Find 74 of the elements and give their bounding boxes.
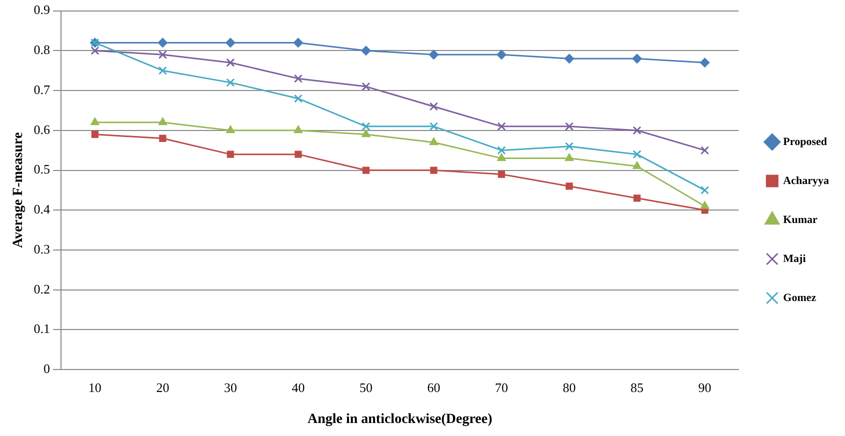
point — [158, 38, 168, 48]
point — [429, 102, 438, 111]
x-tick-label: 70 — [495, 380, 508, 395]
x-tick-label: 90 — [698, 380, 712, 395]
y-tick-label: 0.3 — [34, 241, 50, 256]
x-tick-label: 50 — [359, 380, 372, 395]
point — [632, 126, 642, 135]
y-tick-label: 0.6 — [34, 122, 51, 137]
point — [564, 142, 574, 151]
point — [226, 58, 235, 67]
point — [430, 138, 438, 146]
legend-label: Gomez — [783, 292, 816, 304]
point — [90, 46, 100, 55]
point — [362, 130, 370, 138]
point — [294, 150, 302, 158]
point — [565, 154, 574, 162]
point — [294, 94, 303, 103]
legend-label: Maji — [783, 252, 806, 265]
point — [566, 182, 573, 190]
point — [497, 122, 506, 131]
point — [429, 122, 438, 131]
x-tick-label: 60 — [427, 380, 440, 395]
x-tick-label: 40 — [292, 380, 305, 395]
point — [498, 170, 506, 178]
x-tick-label: 85 — [630, 380, 644, 395]
point — [293, 38, 303, 48]
point — [700, 146, 710, 155]
y-tick-label: 0.5 — [34, 162, 50, 177]
y-tick-label: 0.4 — [34, 202, 51, 217]
point — [700, 58, 710, 68]
point — [294, 74, 303, 83]
point — [700, 201, 710, 209]
point — [361, 46, 371, 56]
y-tick-label: 0.7 — [34, 82, 51, 97]
x-tick-label: 20 — [156, 380, 170, 395]
legend-label: Acharyya — [783, 174, 830, 187]
point — [226, 150, 234, 158]
x-tick-label: 10 — [88, 380, 102, 395]
point — [159, 134, 166, 142]
point — [158, 118, 167, 126]
point — [632, 54, 642, 64]
y-tick-label: 0.1 — [34, 321, 50, 336]
legend-label: Proposed — [783, 136, 827, 148]
point — [497, 154, 506, 162]
point — [226, 78, 235, 87]
point — [158, 50, 167, 59]
y-tick-label: 0.2 — [34, 281, 50, 296]
point — [632, 162, 642, 170]
point — [700, 186, 710, 194]
point — [632, 150, 642, 159]
point — [362, 122, 370, 131]
y-tick-label: 0 — [44, 361, 50, 376]
point — [564, 54, 574, 64]
point — [226, 126, 235, 134]
point — [428, 50, 438, 60]
point — [91, 130, 99, 138]
y-tick-label: 0.9 — [34, 2, 50, 18]
y-tick-label: 0.8 — [34, 42, 50, 58]
point — [430, 166, 438, 174]
point — [362, 166, 370, 174]
x-tick-label: 80 — [562, 380, 576, 395]
point — [90, 118, 100, 126]
legend-label: Kumar — [783, 214, 818, 226]
point — [564, 122, 574, 131]
point — [497, 146, 506, 155]
point — [362, 82, 370, 91]
point — [496, 50, 506, 60]
point — [158, 66, 167, 75]
point — [633, 194, 641, 202]
y-axis-title: Average F-measure — [11, 132, 26, 248]
x-tick-label: 30 — [224, 380, 237, 395]
x-axis-title: Angle in anticlockwise(Degree) — [307, 412, 493, 428]
point — [294, 126, 302, 134]
point — [226, 38, 236, 48]
